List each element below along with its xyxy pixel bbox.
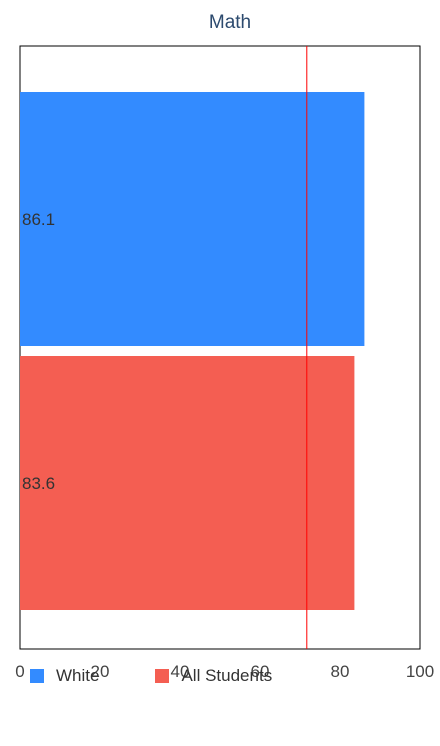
bar-all-students[interactable]	[20, 356, 355, 610]
data-label-all-students: 83.6	[22, 474, 55, 493]
chart-title: Math	[209, 12, 251, 33]
bar-white[interactable]	[20, 92, 365, 346]
legend: White All Students	[30, 666, 272, 686]
x-tick-label: 20	[91, 662, 110, 681]
legend-swatch-all-students	[155, 669, 170, 683]
legend-label-all-students: All Students	[181, 666, 273, 685]
x-tick-label: 100	[406, 662, 434, 681]
legend-item-white[interactable]: White	[30, 666, 99, 686]
legend-label-white: White	[56, 666, 100, 685]
chart: Math 86.1 83.6 0 20 40 60 80 100	[15, 12, 434, 681]
x-tick-label: 0	[15, 662, 24, 681]
legend-swatch-white	[30, 669, 44, 683]
x-tick-label: 60	[251, 662, 270, 681]
plot-frame	[19, 45, 421, 650]
x-tick-label: 80	[331, 662, 350, 681]
data-label-white: 86.1	[22, 210, 55, 229]
x-tick-label: 40	[171, 662, 190, 681]
legend-item-all-students[interactable]: All Students	[155, 666, 272, 686]
